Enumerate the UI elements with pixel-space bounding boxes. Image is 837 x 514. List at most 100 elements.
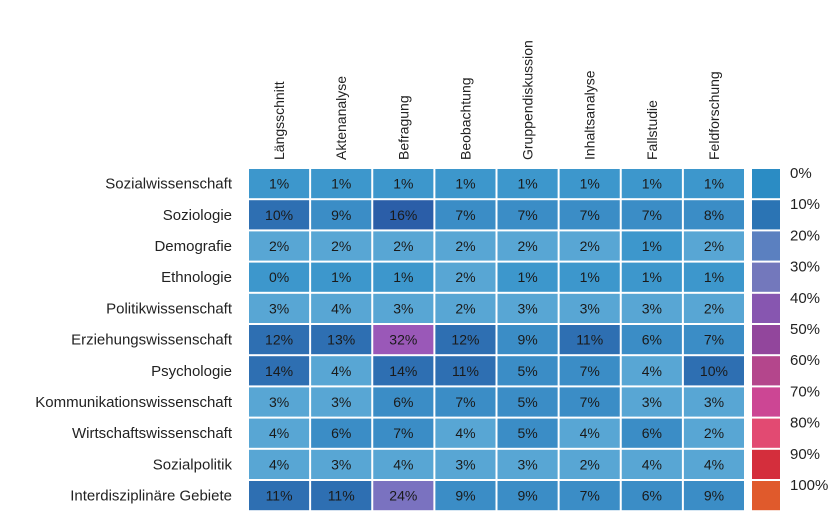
cell-value-label: 2% <box>704 425 724 441</box>
heatmap-cell <box>497 325 558 355</box>
cell-value-label: 4% <box>704 456 724 472</box>
legend-label: 90% <box>790 446 820 463</box>
cell-value-label: 24% <box>389 488 417 504</box>
cell-value-label: 4% <box>331 363 351 379</box>
row-label: Sozialpolitik <box>153 456 233 473</box>
heatmap-cell <box>497 418 558 448</box>
cell-value-label: 8% <box>704 207 724 223</box>
row-label: Demografie <box>154 238 232 255</box>
cell-value-label: 4% <box>393 456 413 472</box>
row-label: Sozialwissenschaft <box>105 176 233 193</box>
legend-label: 40% <box>790 290 820 307</box>
cell-value-label: 7% <box>455 207 475 223</box>
cell-value-label: 1% <box>269 176 289 192</box>
cell-value-label: 3% <box>269 394 289 410</box>
legend-label: 70% <box>790 383 820 400</box>
heatmap-cell <box>683 325 744 355</box>
cell-value-label: 4% <box>580 425 600 441</box>
heatmap-cell <box>497 449 558 479</box>
heatmap-cell <box>373 387 434 417</box>
cell-value-label: 3% <box>517 300 537 316</box>
cell-value-label: 7% <box>580 363 600 379</box>
heatmap-cell <box>621 169 682 199</box>
cell-value-label: 4% <box>269 425 289 441</box>
heatmap-cell <box>373 418 434 448</box>
cell-value-label: 14% <box>389 363 417 379</box>
heatmap-cell <box>311 200 372 230</box>
cell-value-label: 9% <box>517 488 537 504</box>
column-label: Gruppendiskussion <box>520 40 536 160</box>
cell-value-label: 10% <box>700 363 728 379</box>
legend-swatch <box>752 200 780 230</box>
cell-value-label: 12% <box>451 332 479 348</box>
cell-value-label: 1% <box>393 176 413 192</box>
cell-value-label: 5% <box>517 363 537 379</box>
cell-value-label: 12% <box>265 332 293 348</box>
cell-value-label: 6% <box>642 425 662 441</box>
heatmap-cell <box>311 449 372 479</box>
column-labels: Längsschnitt Aktenanalyse Befragung Beobach… <box>271 40 722 160</box>
heatmap-cell <box>373 481 434 511</box>
cell-value-label: 11% <box>576 332 603 348</box>
cell-value-label: 6% <box>642 332 662 348</box>
heatmap-cell <box>249 262 310 292</box>
cell-value-label: 2% <box>517 238 537 254</box>
cell-value-label: 1% <box>331 269 351 285</box>
cell-value-label: 3% <box>517 456 537 472</box>
cell-value-label: 1% <box>704 269 724 285</box>
cell-value-label: 7% <box>517 207 537 223</box>
heatmap-cell <box>559 387 620 417</box>
cell-value-label: 16% <box>389 207 417 223</box>
cell-value-label: 5% <box>517 394 537 410</box>
heatmap-cell <box>621 449 682 479</box>
heatmap-cell <box>683 231 744 261</box>
heatmap-cell <box>435 449 496 479</box>
heatmap-cell <box>373 325 434 355</box>
heatmap-cell <box>311 418 372 448</box>
cell-value-label: 1% <box>393 269 413 285</box>
heatmap-cell <box>621 231 682 261</box>
cell-value-label: 3% <box>642 394 662 410</box>
heatmap-cell <box>559 169 620 199</box>
heatmap-cell <box>683 262 744 292</box>
legend-label: 10% <box>790 196 820 213</box>
heatmap-cell <box>497 262 558 292</box>
heatmap-cell <box>435 325 496 355</box>
legend-swatch <box>752 481 780 511</box>
cell-value-label: 5% <box>517 425 537 441</box>
legend-label: 0% <box>790 165 812 182</box>
heatmap-cell <box>249 481 310 511</box>
heatmap-cell <box>621 262 682 292</box>
cell-value-label: 6% <box>642 488 662 504</box>
cell-value-label: 6% <box>331 425 351 441</box>
heatmap-cell <box>497 387 558 417</box>
heatmap-cell <box>621 356 682 386</box>
cell-value-label: 4% <box>269 456 289 472</box>
cell-value-label: 2% <box>704 238 724 254</box>
cell-value-label: 3% <box>331 394 351 410</box>
cell-value-label: 7% <box>580 207 600 223</box>
heatmap-cell <box>559 293 620 323</box>
heatmap-cell <box>311 231 372 261</box>
column-label: Längsschnitt <box>271 81 287 160</box>
heatmap-cell <box>373 449 434 479</box>
column-label: Inhaltsanalyse <box>582 70 598 160</box>
cell-value-label: 9% <box>455 488 475 504</box>
row-label: Interdisziplinäre Gebiete <box>70 488 232 505</box>
row-label: Erziehungswissenschaft <box>71 332 233 349</box>
heatmap-cell <box>435 418 496 448</box>
heatmap-cell <box>683 200 744 230</box>
heatmap-cell <box>621 200 682 230</box>
cell-value-label: 1% <box>455 176 475 192</box>
heatmap-cell <box>311 325 372 355</box>
cell-value-label: 7% <box>455 394 475 410</box>
cell-value-label: 7% <box>704 332 724 348</box>
heatmap-cell <box>683 356 744 386</box>
heatmap-cell <box>249 325 310 355</box>
column-label: Fallstudie <box>644 100 660 160</box>
cell-value-label: 1% <box>704 176 724 192</box>
cell-value-label: 9% <box>517 332 537 348</box>
heatmap-cell <box>497 231 558 261</box>
heatmap-cell <box>621 293 682 323</box>
